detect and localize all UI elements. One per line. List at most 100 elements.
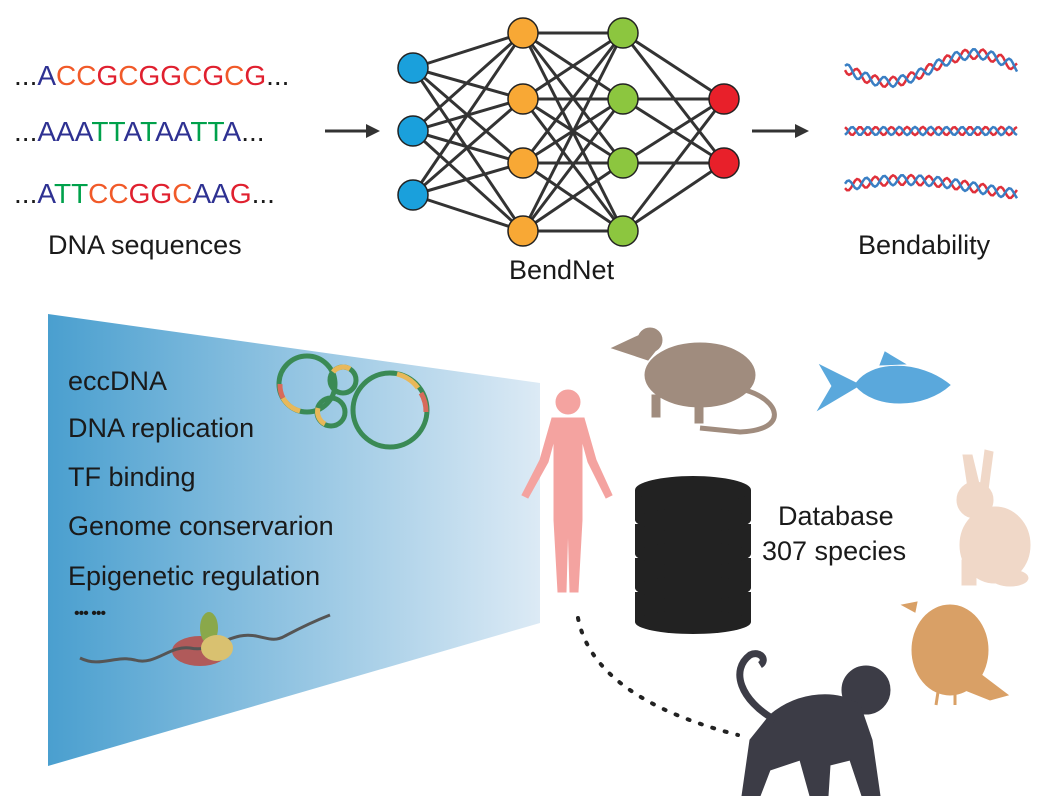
- base-letter: T: [91, 116, 109, 147]
- base-letter: .: [259, 178, 268, 209]
- base-letter: .: [14, 60, 22, 91]
- base-letter: C: [76, 60, 97, 91]
- application-tf-binding: TF binding: [68, 462, 196, 492]
- neural-network: [397, 17, 740, 247]
- network-edge: [522, 31, 624, 101]
- base-letter: T: [207, 116, 223, 147]
- base-letter: .: [21, 116, 30, 147]
- base-letter: C: [224, 60, 245, 91]
- network-node: [708, 147, 740, 179]
- base-letter: .: [14, 178, 22, 209]
- base-letter: A: [37, 60, 57, 91]
- bird-icon: [900, 601, 1010, 706]
- helix-strand: [844, 173, 1018, 200]
- network-node: [397, 115, 429, 147]
- human-icon: [521, 389, 613, 593]
- network-edge: [521, 32, 625, 164]
- network-edge: [521, 98, 625, 232]
- base-letter: .: [267, 178, 275, 209]
- bendability-label: Bendability: [858, 230, 991, 260]
- base-letter: A: [56, 116, 75, 147]
- base-letter: A: [211, 178, 230, 209]
- network-edge: [622, 31, 725, 101]
- base-letter: T: [108, 116, 124, 147]
- base-letter: A: [155, 116, 174, 147]
- base-letter: A: [173, 116, 191, 147]
- database-top: [635, 476, 751, 504]
- base-letter: G: [138, 60, 161, 91]
- base-letter: T: [190, 116, 208, 147]
- helix-strand: [844, 125, 1018, 137]
- base-letter: C: [118, 60, 139, 91]
- network-edge: [622, 97, 725, 165]
- database-icon: [635, 476, 751, 634]
- base-letter: T: [53, 178, 72, 209]
- dna-helices: [843, 48, 1019, 200]
- base-letter: C: [108, 178, 129, 209]
- dna-sequence-3: ...ATTCCGGCAAG...: [14, 180, 275, 208]
- application-genome-conservation: Genome conservarion: [68, 511, 334, 541]
- species-count-label: 307 species: [762, 536, 907, 566]
- base-letter: A: [222, 116, 242, 147]
- network-edge: [411, 32, 525, 196]
- base-letter: .: [21, 178, 30, 209]
- base-letter: A: [123, 116, 141, 147]
- helix-strand: [843, 174, 1019, 199]
- application-eccdna: eccDNA: [68, 366, 168, 396]
- network-edge: [412, 31, 524, 133]
- network-node: [607, 215, 639, 247]
- network-node: [397, 179, 429, 211]
- network-edge: [411, 129, 525, 233]
- helix-strand: [843, 48, 1018, 89]
- network-edge: [412, 161, 524, 197]
- mouse-icon: [610, 327, 777, 435]
- base-letter: .: [29, 116, 38, 147]
- base-letter: .: [14, 116, 22, 147]
- application-epigenetic-regulation: Epigenetic regulation: [68, 561, 321, 591]
- base-letter: G: [244, 60, 267, 91]
- base-letter: G: [96, 60, 119, 91]
- base-letter: .: [241, 116, 250, 147]
- bendnet-label: BendNet: [509, 255, 615, 285]
- arrow-icon: [325, 124, 380, 138]
- network-edge: [521, 32, 625, 232]
- dna-sequence-2: ...AAATTATAATTA...: [14, 118, 265, 146]
- base-letter: G: [150, 178, 173, 209]
- base-letter: A: [37, 178, 54, 209]
- base-letter: T: [140, 116, 156, 147]
- arrow-icon: [752, 124, 809, 138]
- database-layer-bottom: [635, 610, 751, 634]
- dotted-connector: [576, 616, 740, 737]
- network-edge: [411, 67, 525, 232]
- base-letter: .: [266, 60, 274, 91]
- base-letter: .: [29, 178, 38, 209]
- network-node: [607, 17, 639, 49]
- monkey-icon: [736, 650, 891, 796]
- base-letter: A: [37, 116, 57, 147]
- application-dna-replication: DNA replication: [68, 413, 255, 443]
- base-letter: G: [202, 60, 225, 91]
- rabbit-icon: [956, 449, 1031, 587]
- base-letter: .: [29, 60, 38, 91]
- network-node: [507, 215, 539, 247]
- base-letter: A: [74, 116, 92, 147]
- base-letter: .: [249, 116, 257, 147]
- base-letter: .: [251, 178, 260, 209]
- application-more: ••• •••: [74, 605, 106, 622]
- network-node: [397, 52, 429, 84]
- funnel-panel: [48, 314, 540, 766]
- eccdna-circles-icon: [276, 353, 430, 450]
- base-letter: T: [71, 178, 89, 209]
- base-letter: C: [182, 60, 203, 91]
- base-letter: C: [88, 178, 109, 209]
- network-edge: [622, 161, 725, 233]
- base-letter: C: [56, 60, 77, 91]
- fish-icon: [816, 351, 951, 412]
- network-edge: [412, 31, 524, 70]
- network-node: [507, 147, 539, 179]
- base-letter: G: [160, 60, 183, 91]
- network-node: [507, 83, 539, 115]
- network-edge: [412, 193, 524, 233]
- network-node: [607, 83, 639, 115]
- base-letter: .: [273, 60, 282, 91]
